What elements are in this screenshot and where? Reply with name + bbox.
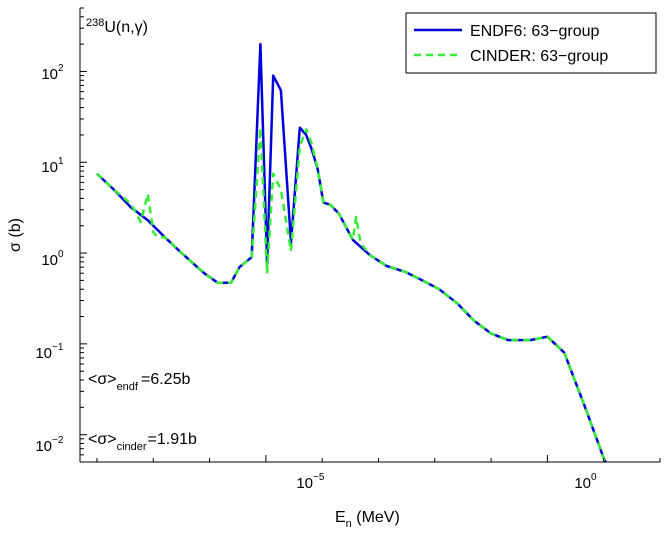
x-axis-label: En (MeV) bbox=[335, 509, 400, 530]
series-layer bbox=[96, 42, 608, 462]
legend: ENDF6: 63−group CINDER: 63−group bbox=[405, 12, 657, 74]
y-tick-label-exp: 2 bbox=[58, 63, 64, 74]
y-tick-label-exp: 1 bbox=[58, 156, 64, 167]
x-tick-label: 10 bbox=[574, 475, 591, 492]
y-tick-label: 10 bbox=[41, 252, 58, 269]
y-tick-label: 10 bbox=[35, 438, 52, 455]
y-tick-label-exp: −2 bbox=[52, 435, 64, 446]
x-tick-marks bbox=[96, 455, 661, 462]
annotation-cinder: <σ>cinder=1.91b bbox=[88, 431, 197, 453]
legend-label-endf: ENDF6: 63−group bbox=[470, 23, 600, 40]
y-tick-label: 10 bbox=[41, 159, 58, 176]
y-axis-label: σ (b) bbox=[7, 218, 24, 252]
series-line-cinder bbox=[96, 126, 608, 462]
x-tick-label-exp: 0 bbox=[591, 472, 597, 483]
y-tick-labels: 10 2 10 1 10 0 10 −1 10 −2 bbox=[35, 63, 64, 455]
x-tick-label-exp: −5 bbox=[313, 472, 325, 483]
annotation-endf: <σ>endf =6.25b bbox=[88, 371, 190, 393]
y-tick-label: 10 bbox=[41, 66, 58, 83]
y-tick-label: 10 bbox=[35, 345, 52, 362]
x-tick-label: 10 bbox=[296, 475, 313, 492]
plot-area bbox=[80, 8, 660, 462]
y-tick-label-exp: 0 bbox=[58, 249, 64, 260]
legend-box bbox=[405, 12, 657, 74]
legend-label-cinder: CINDER: 63−group bbox=[470, 48, 608, 65]
x-tick-labels: 10 −5 10 0 bbox=[296, 472, 597, 492]
y-tick-label-exp: −1 bbox=[52, 342, 64, 353]
reaction-label: 238U(n,γ) bbox=[86, 17, 148, 36]
